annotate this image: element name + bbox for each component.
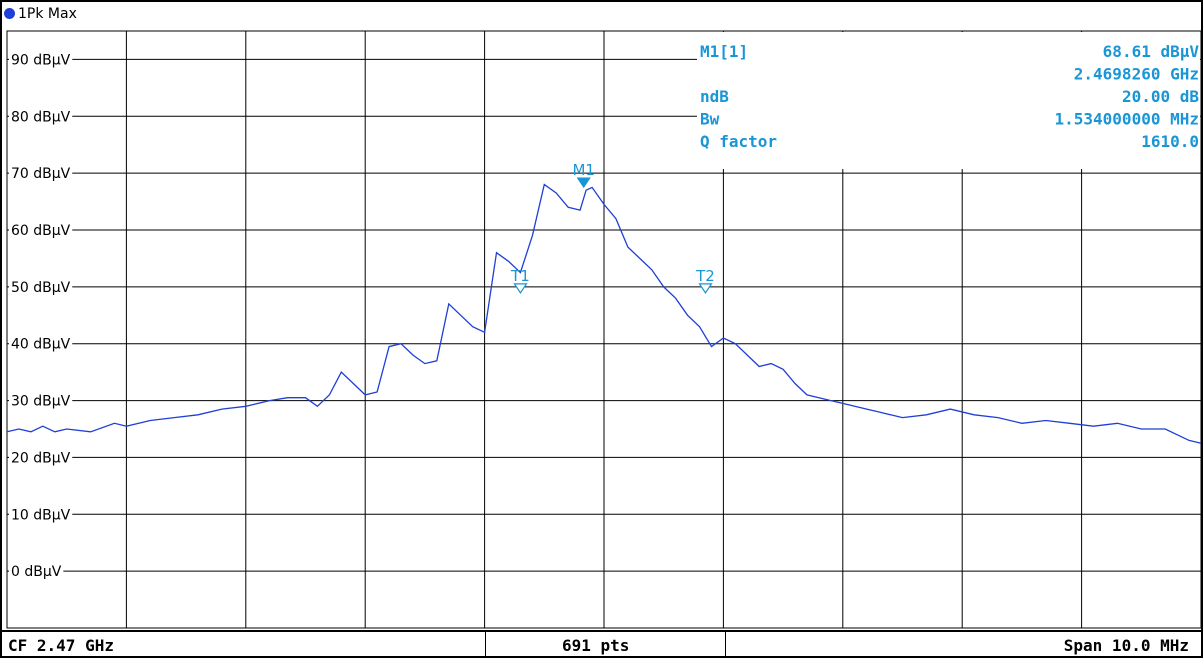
y-tick-label-bg	[9, 504, 73, 525]
trace-label: 1Pk Max	[4, 6, 77, 22]
marker-m1-label: M1	[572, 161, 595, 179]
y-tick-label-bg	[9, 333, 73, 354]
readout-value: 20.00 dB	[1122, 87, 1199, 106]
y-tick-label: 10 dBµV	[11, 507, 71, 523]
readout-value: 68.61 dBµV	[1103, 42, 1200, 61]
trace-indicator-dot	[4, 8, 15, 19]
y-tick-label-bg	[9, 106, 73, 127]
readout-value: 1610.0	[1141, 132, 1199, 151]
marker-t1-symbol	[513, 283, 528, 294]
y-tick-label: 70 dBµV	[11, 166, 71, 182]
trace-label-text: 1Pk Max	[18, 6, 77, 22]
readout-value: 2.4698260 GHz	[1074, 65, 1199, 84]
y-tick-label-bg	[9, 390, 73, 411]
y-tick-label: 0 dBµV	[11, 564, 62, 580]
y-tick-label: 80 dBµV	[11, 109, 71, 125]
y-tick-label: 30 dBµV	[11, 394, 71, 410]
marker-t2-label: T2	[695, 267, 715, 285]
y-tick-label-bg	[9, 447, 73, 468]
spectrum-plot: 0 dBµV 10 dBµV 20 dBµV 30 dBµV 40 dBµV 50 dBµ…	[6, 30, 1202, 629]
points-count: 691 pts	[562, 636, 630, 655]
span-value: Span 10.0 MHz	[1063, 636, 1189, 655]
y-tick-label: 90 dBµV	[11, 52, 71, 68]
marker-readout-panel	[697, 32, 1200, 169]
readout-name: ndB	[700, 87, 729, 106]
readout-value: 1.534000000 MHz	[1055, 110, 1200, 129]
y-tick-label-bg	[9, 49, 73, 70]
readout-name: Q factor	[700, 132, 777, 151]
readout-name: M1[1]	[700, 42, 748, 61]
center-frequency: CF 2.47 GHz	[8, 636, 114, 655]
y-tick-label-bg	[9, 561, 64, 582]
y-tick-label-bg	[9, 163, 73, 184]
y-tick-label: 40 dBµV	[11, 337, 71, 353]
y-tick-label: 60 dBµV	[11, 223, 71, 239]
y-tick-label: 50 dBµV	[11, 280, 71, 296]
y-tick-label-bg	[9, 276, 73, 297]
trace-line	[6, 183, 1202, 444]
marker-m1-symbol	[576, 177, 591, 189]
y-tick-label-bg	[9, 220, 73, 240]
y-tick-label: 20 dBµV	[11, 450, 71, 466]
footer-bar: CF 2.47 GHz 691 pts Span 10.0 MHz	[0, 630, 1203, 658]
readout-name: Bw	[700, 110, 720, 129]
marker-t1-label: T1	[510, 267, 530, 285]
marker-t2-symbol	[698, 283, 713, 294]
